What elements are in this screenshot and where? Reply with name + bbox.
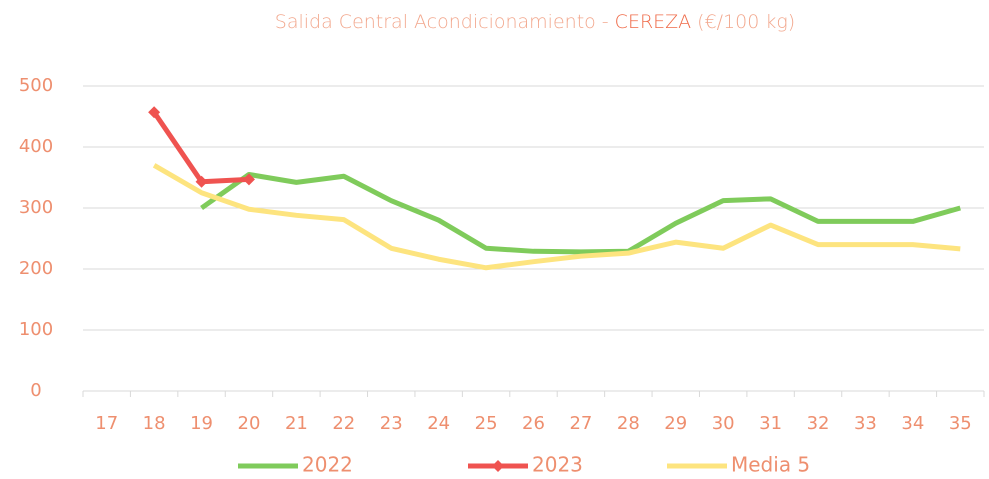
y-tick-label: 400 bbox=[19, 136, 53, 157]
x-tick-label: 26 bbox=[522, 413, 545, 434]
y-tick-label: 0 bbox=[30, 380, 41, 401]
x-tick-label: 32 bbox=[807, 413, 830, 434]
x-tick-label: 30 bbox=[712, 413, 735, 434]
y-tick-label: 300 bbox=[19, 197, 53, 218]
line-series bbox=[200, 171, 961, 255]
x-tick-label: 22 bbox=[332, 413, 355, 434]
line-series bbox=[152, 163, 961, 271]
x-tick-label: 28 bbox=[617, 413, 640, 434]
x-tick-label: 34 bbox=[901, 413, 924, 434]
x-tick-label: 29 bbox=[664, 413, 687, 434]
x-tick-label: 23 bbox=[380, 413, 403, 434]
title-part: CEREZA bbox=[615, 11, 692, 33]
legend-label: 2022 bbox=[302, 453, 353, 477]
legend-label: 2023 bbox=[532, 453, 583, 477]
y-tick-label: 500 bbox=[19, 75, 53, 96]
x-tick-label: 35 bbox=[949, 413, 972, 434]
x-tick-label: 19 bbox=[190, 413, 213, 434]
x-tick-label: 27 bbox=[569, 413, 592, 434]
title-part: Salida Central Acondicionamiento - bbox=[275, 11, 609, 33]
x-tick-label: 24 bbox=[427, 413, 450, 434]
x-tick-label: 20 bbox=[238, 413, 261, 434]
x-tick-label: 18 bbox=[143, 413, 166, 434]
x-tick-label: 33 bbox=[854, 413, 877, 434]
title-part: (€/100 kg) bbox=[697, 11, 795, 33]
marker bbox=[492, 460, 504, 472]
x-tick-label: 17 bbox=[95, 413, 118, 434]
legend-label: Media 5 bbox=[731, 453, 810, 477]
marker bbox=[195, 175, 208, 188]
y-tick-label: 100 bbox=[19, 319, 53, 340]
marker bbox=[242, 173, 255, 186]
marker bbox=[148, 106, 161, 119]
x-tick-label: 21 bbox=[285, 413, 308, 434]
x-tick-label: 25 bbox=[475, 413, 498, 434]
x-tick-label: 31 bbox=[759, 413, 782, 434]
y-tick-label: 200 bbox=[19, 258, 53, 279]
chart-title: Salida Central Acondicionamiento - CEREZA… bbox=[275, 11, 795, 33]
